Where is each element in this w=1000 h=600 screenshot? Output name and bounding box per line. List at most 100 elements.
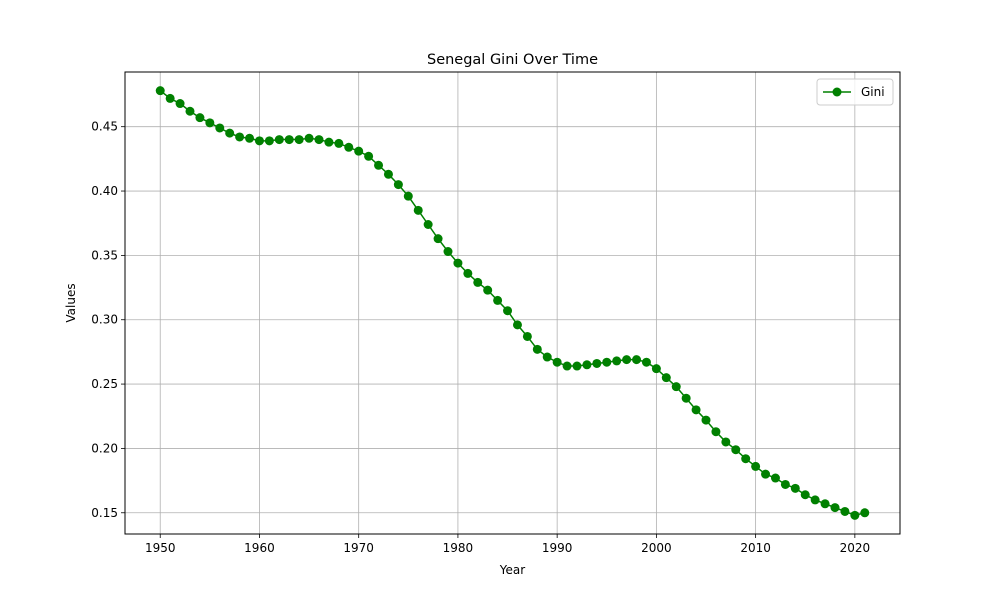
x-tick-label: 2010 bbox=[740, 541, 771, 555]
data-point bbox=[294, 135, 304, 145]
data-point bbox=[721, 437, 731, 447]
x-tick-label: 2000 bbox=[641, 541, 672, 555]
data-point bbox=[691, 405, 701, 415]
data-point bbox=[314, 135, 324, 145]
data-point bbox=[651, 364, 661, 374]
data-point bbox=[413, 205, 423, 215]
data-point bbox=[205, 118, 215, 128]
data-point bbox=[632, 355, 642, 365]
data-point bbox=[225, 128, 235, 138]
data-point bbox=[304, 133, 314, 143]
data-point bbox=[403, 191, 413, 201]
data-point bbox=[582, 360, 592, 370]
data-point bbox=[185, 106, 195, 116]
data-point bbox=[235, 132, 245, 142]
y-tick-label: 0.15 bbox=[91, 506, 118, 520]
x-tick-label: 1970 bbox=[343, 541, 374, 555]
data-point bbox=[810, 495, 820, 505]
data-point bbox=[542, 352, 552, 362]
x-tick-label: 1950 bbox=[145, 541, 176, 555]
data-point bbox=[612, 356, 622, 366]
x-tick-label: 2020 bbox=[840, 541, 871, 555]
data-point bbox=[453, 258, 463, 268]
series-layer bbox=[155, 86, 870, 520]
y-axis-title: Values bbox=[64, 283, 78, 322]
data-point bbox=[820, 499, 830, 509]
data-point bbox=[354, 146, 364, 156]
data-point bbox=[522, 331, 532, 341]
axes-frame bbox=[124, 71, 901, 535]
x-axis-title: Year bbox=[499, 563, 525, 577]
y-tick-label: 0.40 bbox=[91, 184, 118, 198]
data-point bbox=[661, 373, 671, 383]
data-point bbox=[751, 461, 761, 471]
data-point bbox=[254, 136, 264, 146]
data-point bbox=[800, 490, 810, 500]
data-point bbox=[284, 135, 294, 145]
data-point bbox=[512, 320, 522, 330]
data-point bbox=[245, 133, 255, 143]
y-tick-label: 0.25 bbox=[91, 377, 118, 391]
data-point bbox=[165, 93, 175, 103]
data-point bbox=[433, 234, 443, 244]
data-point bbox=[572, 361, 582, 371]
legend-box bbox=[816, 78, 894, 106]
data-point bbox=[532, 344, 542, 354]
data-point bbox=[503, 306, 513, 316]
data-point bbox=[790, 483, 800, 493]
data-point bbox=[731, 445, 741, 455]
data-point bbox=[393, 180, 403, 190]
plot-area bbox=[125, 72, 900, 534]
data-point bbox=[770, 473, 780, 483]
chart-title: Senegal Gini Over Time bbox=[427, 52, 598, 68]
data-point bbox=[344, 142, 354, 152]
data-point bbox=[622, 355, 632, 365]
y-tick-label: 0.45 bbox=[91, 120, 118, 134]
legend: Gini bbox=[816, 78, 894, 106]
data-point bbox=[711, 427, 721, 437]
x-tick-label: 1960 bbox=[244, 541, 275, 555]
data-point bbox=[443, 247, 453, 257]
data-point bbox=[364, 151, 374, 161]
x-tick-label: 1980 bbox=[443, 541, 474, 555]
data-point bbox=[155, 86, 165, 96]
y-tick-label: 0.20 bbox=[91, 441, 118, 455]
data-point bbox=[830, 503, 840, 513]
legend-label: Gini bbox=[861, 85, 885, 99]
data-point bbox=[324, 137, 334, 147]
data-point bbox=[264, 136, 274, 146]
data-point bbox=[552, 357, 562, 367]
data-point bbox=[592, 358, 602, 368]
data-point bbox=[641, 357, 651, 367]
data-point bbox=[671, 382, 681, 392]
data-point bbox=[840, 506, 850, 516]
data-point bbox=[602, 357, 612, 367]
data-point bbox=[473, 277, 483, 287]
data-point bbox=[195, 113, 205, 123]
legend-marker bbox=[832, 87, 842, 97]
data-point bbox=[483, 285, 493, 295]
x-tick-label: 1990 bbox=[542, 541, 573, 555]
data-point bbox=[334, 138, 344, 148]
data-point bbox=[493, 295, 503, 305]
y-axis: 0.15 0.20 0.25 0.30 0.35 0.40 0.45 bbox=[91, 120, 125, 520]
y-tick-label: 0.30 bbox=[91, 313, 118, 327]
data-point bbox=[681, 393, 691, 403]
y-tick-label: 0.35 bbox=[91, 248, 118, 262]
data-point bbox=[274, 135, 284, 145]
data-point bbox=[383, 169, 393, 179]
data-point bbox=[850, 510, 860, 520]
data-point bbox=[701, 415, 711, 425]
data-point bbox=[780, 479, 790, 489]
data-point bbox=[741, 454, 751, 464]
data-point bbox=[374, 160, 384, 170]
x-axis: 1950 1960 1970 1980 1990 2000 2010 2020 bbox=[145, 534, 870, 555]
data-point bbox=[562, 361, 572, 371]
data-point bbox=[463, 268, 473, 278]
data-point bbox=[761, 469, 771, 479]
data-point bbox=[423, 219, 433, 229]
data-point bbox=[215, 123, 225, 133]
data-point bbox=[175, 99, 185, 109]
